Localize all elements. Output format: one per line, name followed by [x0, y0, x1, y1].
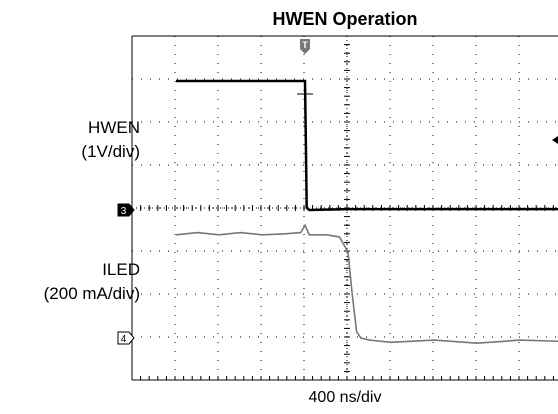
trace-hwen [176, 79, 558, 212]
svg-text:T: T [302, 40, 308, 50]
iled-scale-label: (200 mA/div) [43, 284, 140, 303]
trigger-level-arrow [552, 136, 558, 144]
trigger-marker: T [300, 39, 310, 54]
trace-iled [175, 223, 558, 345]
channel-4-marker: 4 [117, 331, 135, 345]
svg-text:3: 3 [121, 206, 127, 217]
x-axis-label: 400 ns/div [308, 389, 382, 406]
channel-3-marker: 3 [117, 203, 135, 217]
hwen-label: HWEN [88, 118, 140, 137]
svg-text:4: 4 [121, 334, 127, 345]
hwen-scale-label: (1V/div) [81, 142, 140, 161]
iled-label: ILED [102, 260, 140, 279]
chart-title: HWEN Operation [272, 9, 418, 29]
